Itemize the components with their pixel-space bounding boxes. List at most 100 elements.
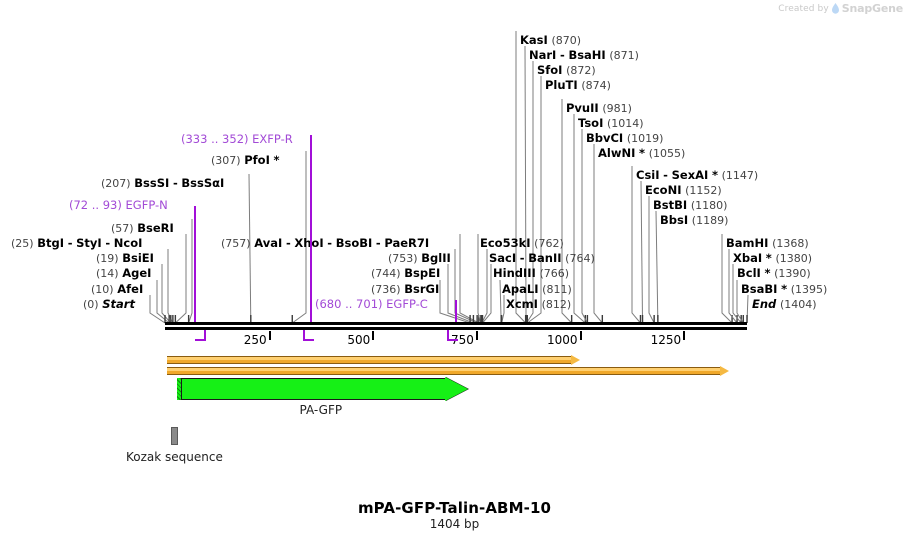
annotation-label-bcli[interactable]: BclI * (1390) [737, 267, 811, 280]
annotation-label-bspei[interactable]: (744) BspEI [371, 267, 440, 280]
annotation-start-part-0: (0) [83, 298, 99, 311]
annotation-label-bamhi[interactable]: BamHI (1368) [726, 237, 809, 250]
annotation-label-nari[interactable]: NarI - BsaHI (871) [529, 49, 639, 62]
annotation-agei-part-1: AgeI [122, 266, 152, 280]
annotation-alwni-part-1: * [639, 146, 646, 160]
annotation-tsoi-part-0: TsoI [578, 116, 604, 130]
annotation-btgi-part-0: (25) [11, 237, 34, 250]
leader-line-bbvci [581, 129, 588, 324]
annotation-label-bsrgi[interactable]: (736) BsrGI [371, 283, 439, 296]
snapgene-drop-icon [831, 3, 839, 14]
annotation-label-bsssi[interactable]: (207) BssSI - BssSαI [101, 177, 224, 190]
watermark-prefix: Created by [778, 3, 829, 14]
annotation-pluti-part-1: (874) [581, 79, 611, 92]
annotation-label-egfpn[interactable]: (72 .. 93) EGFP-N [69, 199, 168, 211]
annotation-label-pvuii[interactable]: PvuII (981) [566, 102, 632, 115]
annotation-label-agei[interactable]: (14) AgeI [96, 267, 151, 280]
annotation-label-pfoi[interactable]: (307) PfoI * [211, 154, 280, 167]
orf-arrow-1-body [166, 356, 572, 365]
annotation-label-bbvci[interactable]: BbvCI (1019) [586, 132, 663, 145]
annotation-label-alwni[interactable]: AlwNI * (1055) [598, 147, 685, 160]
annotation-label-bseri[interactable]: (57) BseRI [111, 222, 174, 235]
annotation-label-csii[interactable]: CsiI - SexAI * (1147) [636, 169, 758, 182]
annotation-label-xcmi[interactable]: XcmI (812) [506, 298, 571, 311]
annotation-bbsi-part-1: (1189) [691, 214, 729, 227]
annotation-label-pluti[interactable]: PluTI (874) [545, 79, 611, 92]
annotation-label-sfoi[interactable]: SfoI (872) [537, 64, 596, 77]
annotation-btgi-part-5: NcoI [113, 236, 143, 250]
feature-pa-gfp-start-notch [177, 378, 182, 400]
primer-stem-egfp-c [454, 300, 457, 322]
annotation-exfpr-part-1: EXFP-R [252, 132, 293, 146]
annotation-nari-part-3: (871) [609, 49, 639, 62]
annotation-bsssi-part-1: BssSI [134, 176, 170, 190]
annotation-econi-part-1: (1152) [685, 184, 722, 197]
ruler-tick-label-500: 500 [347, 333, 371, 347]
annotation-bsabi-part-0: BsaBI [741, 282, 778, 296]
leader-line-bsiei [167, 249, 174, 324]
ruler-tick-label-1000: 1000 [546, 333, 578, 347]
annotation-eco53ki-part-1: (762) [534, 237, 564, 250]
feature-kozak-marker[interactable] [171, 427, 178, 445]
annotation-label-saci[interactable]: SacI - BanII (764) [489, 252, 595, 265]
annotation-hindiii-part-0: HindIII [493, 266, 536, 280]
annotation-saci-part-0: SacI [489, 251, 517, 265]
annotation-egfpc-part-0: (680 .. 701) [315, 297, 383, 311]
annotation-label-xbai[interactable]: XbaI * (1380) [733, 252, 812, 265]
annotation-nari-part-1: - [560, 48, 565, 62]
annotation-label-bstbi[interactable]: BstBI (1180) [653, 199, 727, 212]
annotation-label-end[interactable]: End (1404) [752, 298, 817, 311]
leader-line-end [746, 294, 749, 324]
primer-marker-egfp-n[interactable] [194, 330, 206, 341]
annotation-bbvci-part-1: (1019) [626, 132, 664, 145]
annotation-label-afei[interactable]: (10) AfeI [91, 283, 143, 296]
annotation-pvuii-part-1: (981) [602, 102, 632, 115]
annotation-label-tsoi[interactable]: TsoI (1014) [578, 117, 644, 130]
annotation-avai-part-2: - [285, 236, 291, 250]
annotation-label-egfpc[interactable]: (680 .. 701) EGFP-C [315, 298, 428, 310]
annotation-end-part-0: End [752, 297, 777, 311]
annotation-label-kasi[interactable]: KasI (870) [520, 34, 581, 47]
annotation-label-hindiii[interactable]: HindIII (766) [493, 267, 569, 280]
annotation-exfpr-part-0: (333 .. 352) [181, 132, 249, 146]
feature-pa-gfp[interactable] [177, 377, 470, 401]
annotation-apali-part-1: (811) [542, 283, 572, 296]
primer-marker-egfp-c[interactable] [446, 330, 458, 341]
annotation-label-start[interactable]: (0) Start [83, 298, 135, 311]
orf-arrow-2-body [166, 367, 721, 376]
annotation-pvuii-part-0: PvuII [566, 101, 599, 115]
annotation-label-apali[interactable]: ApaLI (811) [502, 283, 572, 296]
annotation-label-exfpr[interactable]: (333 .. 352) EXFP-R [181, 133, 293, 145]
annotation-egfpn-part-0: (72 .. 93) [69, 198, 122, 212]
annotation-nari-part-0: NarI [529, 48, 557, 62]
annotation-bsabi-part-2: (1395) [790, 283, 828, 296]
ruler-tick-label-750: 750 [450, 333, 474, 347]
annotation-label-bglii[interactable]: (753) BglII [388, 252, 451, 265]
annotation-avai-part-5: BsoBI [335, 236, 373, 250]
annotation-bcli-part-1: * [764, 266, 771, 280]
page-title: mPA-GFP-Talin-ABM-10 [357, 499, 552, 517]
ruler-line-bottom [165, 327, 747, 330]
annotation-csii-part-4: (1147) [721, 169, 759, 182]
primer-marker-exfp-r[interactable] [303, 330, 315, 341]
annotation-label-btgi[interactable]: (25) BtgI - StyI - NcoI [11, 237, 142, 250]
orf-arrow-1[interactable] [166, 355, 580, 365]
leader-line-agei [161, 264, 172, 324]
annotation-label-avai[interactable]: (757) AvaI - XhoI - BsoBI - PaeR7I [221, 237, 429, 250]
annotation-label-bbsi[interactable]: BbsI (1189) [660, 214, 728, 227]
annotation-label-eco53ki[interactable]: Eco53kI (762) [480, 237, 564, 250]
annotation-alwni-part-2: (1055) [648, 147, 686, 160]
annotation-saci-part-2: BanII [528, 251, 562, 265]
orf-arrow-2-head [719, 366, 729, 376]
leader-line-xcmi [501, 295, 505, 324]
annotation-econi-part-0: EcoNI [645, 183, 682, 197]
leader-line-bstbi [648, 196, 655, 324]
ruler-tick-500 [372, 331, 375, 340]
orf-arrow-2[interactable] [166, 366, 729, 376]
annotation-label-econi[interactable]: EcoNI (1152) [645, 184, 722, 197]
annotation-csii-part-1: - [663, 168, 668, 182]
annotation-label-bsabi[interactable]: BsaBI * (1395) [741, 283, 827, 296]
annotation-label-bsiei[interactable]: (19) BsiEI [96, 252, 154, 265]
annotation-afei-part-1: AfeI [117, 282, 144, 296]
